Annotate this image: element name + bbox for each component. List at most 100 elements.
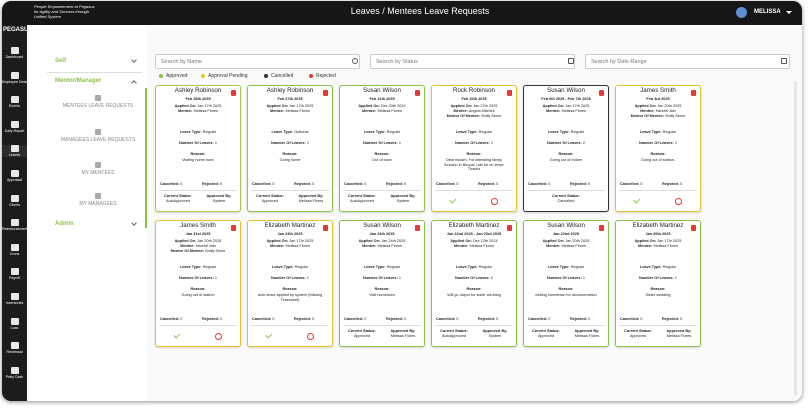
nav-icon[interactable] [10,194,19,202]
nav-item[interactable]: Reimbursement [2,219,27,231]
chevron[interactable] [131,57,137,63]
nav-item[interactable]: Appraisal [2,170,27,182]
reject-button[interactable] [215,333,222,340]
nav-icon[interactable] [10,170,19,177]
reject-button[interactable] [675,198,682,205]
chevron[interactable] [131,220,137,226]
approve-button[interactable] [633,196,641,204]
nav-icon[interactable] [10,366,19,374]
nav-item[interactable]: Inventories [2,293,27,305]
delete-icon[interactable] [507,90,512,96]
nav-item[interactable]: Clients [2,194,27,207]
applied-on-label: Applied On: [266,104,289,108]
delete-icon[interactable] [691,225,696,231]
menu-item[interactable]: MY MANAGEES [57,193,139,208]
nav-label[interactable]: Dashboard [5,55,24,59]
scrollbar[interactable] [794,81,797,396]
menu-item-label[interactable]: MY MANAGEES [79,201,117,207]
avatar[interactable] [736,7,747,18]
approve-button[interactable] [449,196,457,204]
leave-card: Ashley Robinson Feb 28th 2025 Applied On: … [155,85,241,212]
nav-item[interactable]: Payroll [2,268,27,280]
reason-label: Reason: [558,287,574,291]
leave-count-value: 1 [214,141,217,145]
nav-label[interactable]: Payroll [9,276,20,281]
nav-icon[interactable] [10,342,19,350]
delete-icon[interactable] [415,90,420,96]
nav-icon[interactable] [10,293,19,300]
menu-item[interactable]: MENTEES LEAVE REQUESTS [57,95,139,110]
leave-type: Leave Type: Regular [618,265,698,270]
nav-label[interactable]: Petty Cash [5,374,24,379]
nav-label[interactable]: Crons [9,251,20,256]
search-status[interactable]: Search by Status [370,54,575,69]
leave-count-value: 1 [674,276,677,280]
delete-icon[interactable] [599,90,604,96]
nav-icon[interactable] [10,71,19,79]
nav-item[interactable]: Daily Report [2,120,27,133]
rejected-value: 0 [496,317,499,321]
nav-item[interactable]: Leaves [2,145,27,158]
nav-label[interactable]: Employee Details [2,79,27,84]
calendar-icon[interactable] [781,58,787,64]
nav-icon[interactable] [10,219,19,227]
nav-label[interactable]: Loan [10,325,19,330]
user-name[interactable]: MELISSA [754,9,781,15]
nav-item[interactable]: Dashboard [2,47,27,59]
delete-icon[interactable] [507,225,512,231]
menu-mentor[interactable]: Mentor/Manager [55,78,102,84]
delete-icon[interactable] [323,225,328,231]
nav-label[interactable]: Leaves [8,153,21,158]
cancelled-label: Cancelled: [160,317,180,321]
menu-item-label[interactable]: MANAGEES LEAVE REQUESTS [60,137,136,143]
dropdown-icon[interactable] [568,58,574,64]
nav-label[interactable]: Daily Report [4,128,25,133]
nav-label[interactable]: Inventories [5,301,24,305]
nav-icon[interactable] [10,317,19,325]
nav-item[interactable]: Crons [2,243,27,256]
nav-item[interactable]: Petty Cash [2,366,27,379]
nav-icon[interactable] [10,47,19,54]
nav-item[interactable]: Employee Details [2,71,27,84]
menu-item[interactable]: MY MENTEES [57,162,139,177]
applied-on: Applied On: Dec 20th 2024 [342,104,422,109]
user-caret[interactable] [786,11,792,14]
nav-label[interactable]: Events [9,104,20,109]
nav-label[interactable]: Appraisal [7,178,22,182]
nav-icon[interactable] [10,243,19,251]
delete-icon[interactable] [691,90,696,96]
delete-icon[interactable] [323,90,328,96]
nav-label[interactable]: Redressal [6,350,23,355]
nav-label[interactable]: Clients [9,202,20,207]
nav-label[interactable]: Reimbursement [2,227,27,232]
separator [527,190,605,191]
menu-self[interactable]: Self [55,58,67,64]
nav-icon[interactable] [10,96,19,104]
menu-item[interactable]: MANAGEES LEAVE REQUESTS [57,129,139,144]
nav-item[interactable]: Redressal [2,342,27,354]
status-value: AutoApproved [441,333,467,338]
delete-icon[interactable] [231,90,236,96]
nav-icon[interactable] [10,120,19,128]
nav-icon[interactable] [10,145,19,153]
search-name[interactable]: Search by Name [155,54,360,69]
reject-button[interactable] [307,333,314,340]
nav-icon[interactable] [10,268,19,276]
chevron[interactable] [131,80,137,86]
search-icon[interactable] [352,58,358,64]
nav-item[interactable]: Loan [2,317,27,330]
reject-button[interactable] [491,198,498,205]
menu-admin[interactable]: Admin [55,221,74,227]
delete-icon[interactable] [231,225,236,231]
delete-icon[interactable] [599,225,604,231]
nav-item[interactable]: Events [2,96,27,108]
delete-icon[interactable] [415,225,420,231]
menu-item-label[interactable]: MENTEES LEAVE REQUESTS [62,103,134,109]
search-date[interactable]: Search by Date Range [585,54,790,69]
placeholder: Search by Name [161,59,202,65]
approve-button[interactable] [173,331,181,339]
status-value: Approved [537,333,555,338]
approve-button[interactable] [265,331,273,339]
approved-by-label: Approved By: [390,329,416,333]
menu-item-label[interactable]: MY MENTEES [81,170,115,176]
